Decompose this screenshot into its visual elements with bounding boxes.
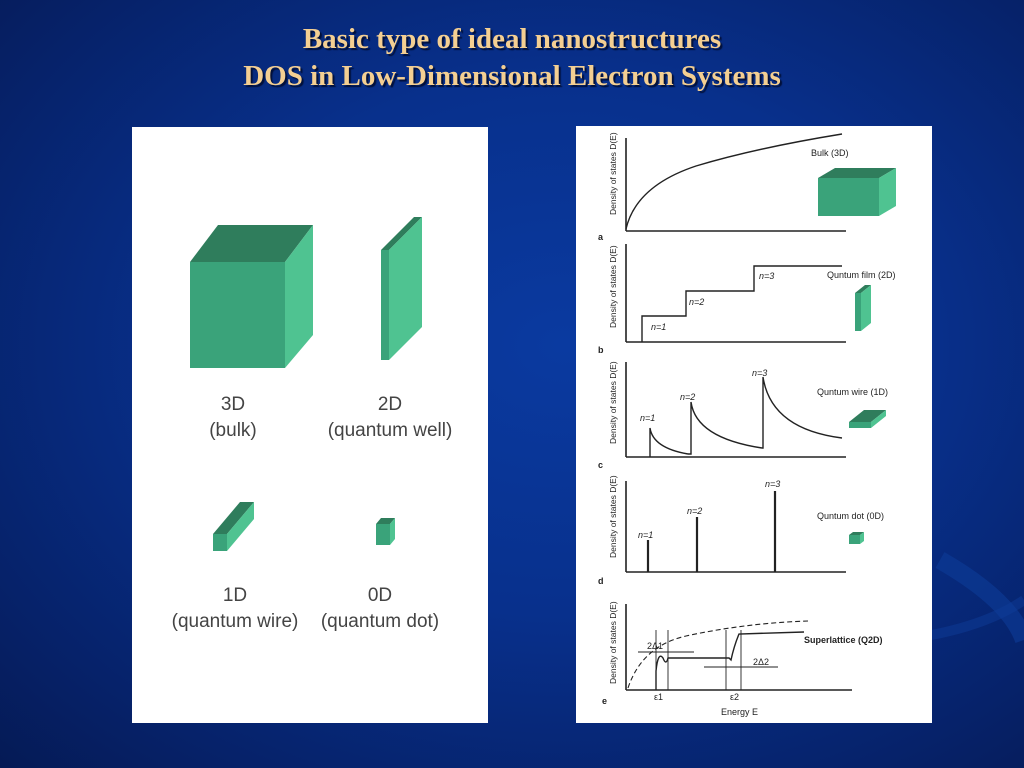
level-d-n1: n=1 — [638, 530, 653, 540]
label-bulk: (bulk) — [209, 420, 257, 441]
label-bulk-3d: Bulk (3D) — [811, 148, 849, 158]
label-quantum-well: (quantum well) — [327, 420, 453, 441]
ylabel-e: Density of states D(E) — [608, 601, 618, 684]
annotation-epsilon2: ε2 — [730, 692, 739, 702]
nanostructure-types-figure: 3D (bulk) 2D (quantum well) 1D (quantum … — [132, 127, 488, 723]
ylabel-c: Density of states D(E) — [608, 361, 618, 444]
quantum-dot-shape — [376, 518, 395, 545]
quantum-well-slab-shape — [381, 217, 422, 360]
level-b-n3: n=3 — [759, 271, 774, 281]
dos-plots-figure: Density of states D(E) a Bulk (3D) Densi… — [576, 126, 932, 723]
slide-title-line2: DOS in Low-Dimensional Electron Systems — [243, 60, 781, 92]
level-d-n3: n=3 — [765, 479, 780, 489]
label-quantum-dot-0d: Quntum dot (0D) — [817, 511, 884, 521]
level-b-n2: n=2 — [689, 297, 704, 307]
level-b-n1: n=1 — [651, 322, 666, 332]
label-superlattice-q2d: Superlattice (Q2D) — [804, 635, 883, 645]
bulk-3d-icon — [818, 168, 896, 216]
label-0d: 0D — [367, 585, 393, 606]
xlabel-energy: Energy E — [721, 707, 758, 717]
ylabel-d: Density of states D(E) — [608, 475, 618, 558]
panel-letter-e: e — [602, 696, 607, 706]
quantum-wire-shape — [213, 502, 254, 551]
dos-panel-a: Density of states D(E) a Bulk (3D) — [598, 132, 896, 242]
label-quantum-dot: (quantum dot) — [320, 611, 440, 632]
annotation-2delta2: 2Δ2 — [753, 657, 769, 667]
level-d-n2: n=2 — [687, 506, 702, 516]
annotation-2delta1: 2Δ1 — [647, 641, 663, 651]
level-c-n1: n=1 — [640, 413, 655, 423]
dos-panel-d: Density of states D(E) d n=1 n=2 n=3 Qun… — [598, 475, 884, 586]
label-2d: 2D — [377, 394, 403, 415]
panel-letter-d: d — [598, 576, 604, 586]
quantum-dot-0d-icon — [849, 532, 864, 544]
label-1d: 1D — [222, 585, 248, 606]
level-c-n3: n=3 — [752, 368, 767, 378]
ylabel-a: Density of states D(E) — [608, 132, 618, 215]
quantum-film-2d-icon — [855, 285, 871, 331]
label-3d: 3D — [220, 394, 246, 415]
bulk-cube-shape — [190, 225, 313, 368]
dos-panel-c: Density of states D(E) c n=1 n=2 n=3 Qun… — [598, 361, 888, 470]
quantum-wire-1d-icon — [849, 410, 886, 428]
dos-panel-b: Density of states D(E) b n=1 n=2 n=3 Qun… — [598, 244, 896, 355]
slide-title-line1: Basic type of ideal nanostructures — [302, 23, 722, 55]
panel-letter-c: c — [598, 460, 603, 470]
panel-letter-a: a — [598, 232, 604, 242]
ylabel-b: Density of states D(E) — [608, 245, 618, 328]
label-quantum-wire: (quantum wire) — [171, 611, 299, 632]
label-quantum-wire-1d: Quntum wire (1D) — [817, 387, 888, 397]
level-c-n2: n=2 — [680, 392, 695, 402]
panel-letter-b: b — [598, 345, 604, 355]
annotation-epsilon1: ε1 — [654, 692, 663, 702]
label-quantum-film-2d: Quntum film (2D) — [827, 270, 896, 280]
dos-panel-e: Density of states D(E) e 2Δ1 2Δ2 ε1 ε2 S… — [602, 601, 883, 717]
